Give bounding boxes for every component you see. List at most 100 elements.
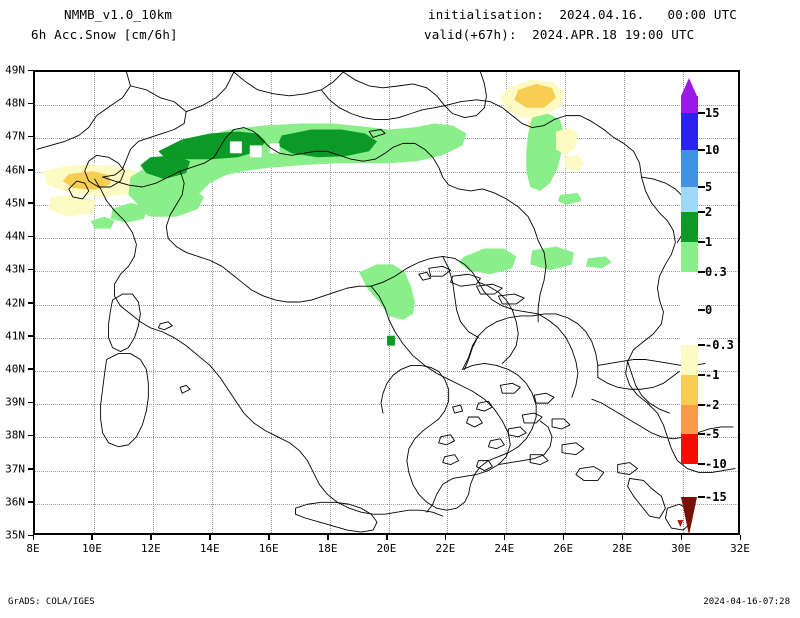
gridline-vertical xyxy=(152,72,154,533)
colorbar-tickmark xyxy=(698,433,705,435)
gridline-vertical xyxy=(93,72,95,533)
colorbar-tickmark xyxy=(698,149,705,151)
colorbar-tickmark xyxy=(698,374,705,376)
colorbar-tickmark xyxy=(698,463,705,465)
colorbar: 15 10 5 2 1 0.3 0 -0.3 -1 -2 -5 -10 -15 xyxy=(681,78,734,535)
x-axis-tickmark xyxy=(503,535,506,540)
colorbar-tick-label: -15 xyxy=(705,490,727,504)
x-axis-tickmark xyxy=(386,535,388,540)
colorbar-overflow-bottom xyxy=(681,497,697,535)
x-axis-label: 24E xyxy=(494,542,515,555)
x-axis-label: 12E xyxy=(140,542,161,555)
colorbar-tick-label: 15 xyxy=(705,106,720,120)
x-axis-tickmark xyxy=(327,535,329,540)
colorbar-tickmark xyxy=(698,344,705,346)
y-axis-label: 41N xyxy=(5,329,25,343)
colorbar-tick-label: 1 xyxy=(705,235,713,249)
y-axis-tickmark xyxy=(28,102,33,105)
x-axis-tickmark xyxy=(562,535,565,540)
y-axis-tickmark xyxy=(28,468,33,470)
gridline-horizontal xyxy=(35,404,738,406)
x-axis-label: 22E xyxy=(435,542,456,555)
colorbar-band xyxy=(681,96,698,113)
gridline-vertical xyxy=(329,72,331,533)
map-plot-area xyxy=(33,70,740,535)
colorbar-tick-label: -1 xyxy=(705,368,720,382)
y-axis-label: 38N xyxy=(5,428,25,442)
x-axis-tickmark xyxy=(680,535,683,540)
initialisation-time: initialisation: 2024.04.16. 00:00 UTC xyxy=(428,7,738,22)
colorbar-tick-label: -5 xyxy=(705,427,720,441)
gridline-vertical xyxy=(624,72,626,533)
y-axis-label: 37N xyxy=(5,462,25,476)
y-axis-label: 42N xyxy=(5,296,25,309)
y-axis-tickmark xyxy=(28,434,33,437)
gridline-horizontal xyxy=(35,337,738,339)
y-axis-tickmark xyxy=(28,69,33,71)
colorbar-tick-label: 0.3 xyxy=(705,265,727,279)
snow-shading-layer xyxy=(42,79,612,346)
x-axis-label: 16E xyxy=(258,542,279,555)
x-axis-tickmark xyxy=(739,535,741,540)
colorbar-tick-label: -2 xyxy=(705,398,720,412)
x-axis-label: 8E xyxy=(26,542,40,555)
colorbar-tick-label: 2 xyxy=(705,205,713,219)
colorbar-tickmark xyxy=(698,271,705,273)
colorbar-tick-label: 5 xyxy=(705,180,713,194)
y-axis-label: 47N xyxy=(5,129,25,143)
x-axis-tickmark xyxy=(91,535,93,540)
y-axis-tickmark xyxy=(28,202,33,204)
colorbar-band xyxy=(681,242,698,272)
y-axis-label: 35N xyxy=(5,528,25,542)
y-axis-label: 36N xyxy=(5,495,25,509)
y-axis-label: 49N xyxy=(5,63,25,77)
colorbar-tick-label: 0 xyxy=(705,303,713,317)
x-axis-label: 26E xyxy=(553,542,574,555)
marker-layer xyxy=(677,520,684,528)
y-axis-label: 43N xyxy=(5,262,25,276)
y-axis-tickmark xyxy=(28,335,33,337)
y-axis-tickmark xyxy=(28,368,33,370)
y-axis-tickmark xyxy=(28,501,33,503)
y-axis-label: 40N xyxy=(5,362,25,376)
y-axis-label: 44N xyxy=(5,229,25,243)
colorbar-band xyxy=(681,345,698,375)
y-axis-tickmark xyxy=(28,135,33,138)
x-axis-tickmark xyxy=(444,535,447,540)
colorbar-band xyxy=(681,187,698,212)
x-axis-tickmark xyxy=(268,535,270,540)
x-axis-tickmark xyxy=(209,535,211,540)
colorbar-tickmark xyxy=(698,241,705,243)
colorbar-band xyxy=(681,434,698,464)
coastline-layer xyxy=(36,72,736,533)
y-axis-tickmark xyxy=(28,302,33,304)
gridline-horizontal xyxy=(35,370,738,372)
colorbar-tickmark xyxy=(698,404,705,406)
y-axis-label: 39N xyxy=(5,395,25,409)
colorbar-tickmark xyxy=(698,186,705,188)
colorbar-tickmark xyxy=(698,496,705,498)
colorbar-tick-label: -0.3 xyxy=(705,338,734,352)
x-axis-label: 32E xyxy=(730,542,750,555)
colorbar-band xyxy=(681,113,698,150)
x-axis-tickmark xyxy=(621,535,624,540)
y-axis-tickmark xyxy=(28,401,33,404)
gridline-vertical xyxy=(565,72,567,533)
gridline-horizontal xyxy=(35,503,738,505)
gridline-vertical xyxy=(447,72,449,533)
gridline-horizontal xyxy=(35,470,738,472)
colorbar-tickmark xyxy=(698,211,705,213)
x-axis-label: 30E xyxy=(671,542,692,555)
x-axis-tickmark xyxy=(150,535,152,540)
colorbar-band xyxy=(681,212,698,242)
y-axis-tickmark xyxy=(28,169,33,171)
x-axis-label: 20E xyxy=(376,542,397,555)
gridline-vertical xyxy=(506,72,508,533)
y-axis-label: 45N xyxy=(5,196,25,210)
gridline-vertical xyxy=(211,72,213,533)
colorbar-band xyxy=(681,310,698,345)
gridline-vertical xyxy=(270,72,272,533)
x-axis-label: 14E xyxy=(199,542,220,555)
colorbar-band xyxy=(681,375,698,405)
colorbar-band xyxy=(681,405,698,434)
